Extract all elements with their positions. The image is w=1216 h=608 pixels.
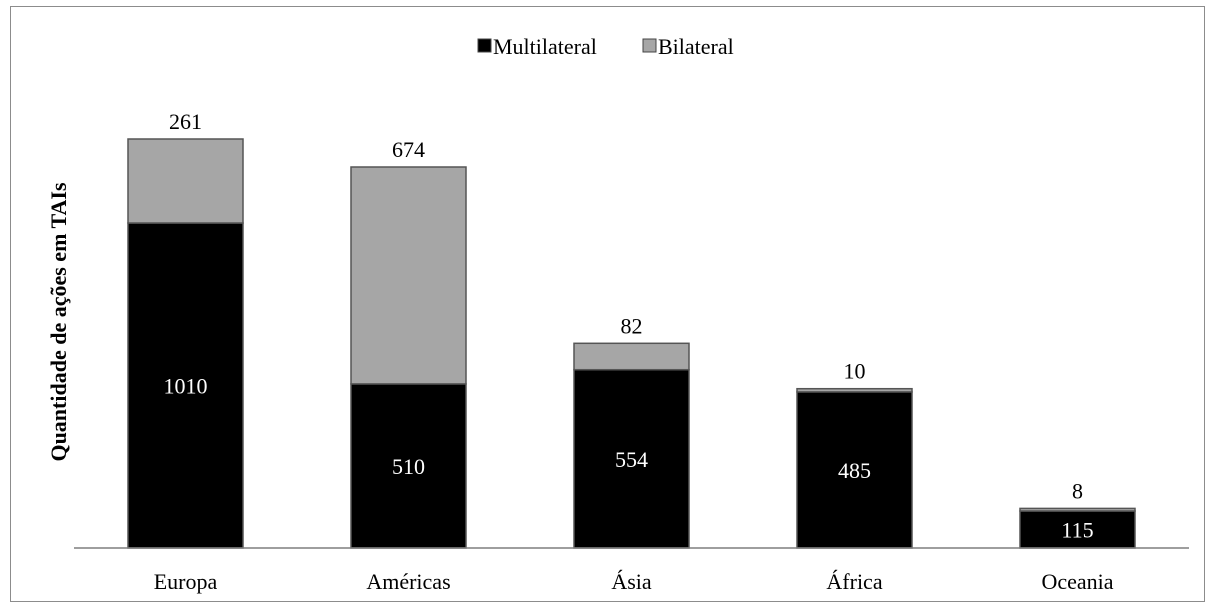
x-tick-asia: Ásia <box>611 569 652 594</box>
data-label-bilateral-asia: 82 <box>621 313 643 338</box>
legend-label-multilateral: Multilateral <box>493 34 597 59</box>
y-axis-label: Quantidade de ações em TAIs <box>46 182 71 462</box>
bar-multilateral-oceania <box>1019 510 1136 549</box>
data-label-multilateral-asia: 554 <box>615 447 648 472</box>
legend-swatch-bilateral <box>642 38 657 53</box>
data-label-multilateral-americas: 510 <box>392 454 425 479</box>
data-label-bilateral-americas: 674 <box>392 137 425 162</box>
data-label-multilateral-africa: 485 <box>838 458 871 483</box>
value-labels: 1010 261 510 674 554 82 485 10 115 8 <box>164 109 1094 543</box>
bar-multilateral-asia <box>573 368 690 549</box>
data-label-bilateral-oceania: 8 <box>1072 478 1083 503</box>
bars <box>127 138 1136 549</box>
x-tick-europa: Europa <box>154 569 218 594</box>
legend-swatch-multilateral <box>477 38 492 53</box>
data-label-multilateral-europa: 1010 <box>164 374 208 399</box>
bar-multilateral-europa <box>127 222 244 549</box>
data-label-bilateral-africa: 10 <box>844 359 866 384</box>
data-label-multilateral-oceania: 115 <box>1061 518 1093 543</box>
x-tick-africa: África <box>826 569 882 594</box>
legend: Multilateral Bilateral <box>477 34 734 59</box>
bar-bilateral-europa <box>127 138 244 224</box>
bar-bilateral-asia <box>573 342 690 371</box>
bar-multilateral-africa <box>796 391 913 549</box>
bar-bilateral-americas <box>350 166 467 385</box>
x-tick-oceania: Oceania <box>1041 569 1113 594</box>
data-label-bilateral-europa: 261 <box>169 109 202 134</box>
legend-label-bilateral: Bilateral <box>658 34 734 59</box>
x-tick-labels: Europa Américas Ásia África Oceania <box>154 569 1114 594</box>
x-tick-americas: Américas <box>366 569 450 594</box>
bar-bilateral-oceania <box>1019 507 1136 512</box>
bar-bilateral-africa <box>796 387 913 393</box>
